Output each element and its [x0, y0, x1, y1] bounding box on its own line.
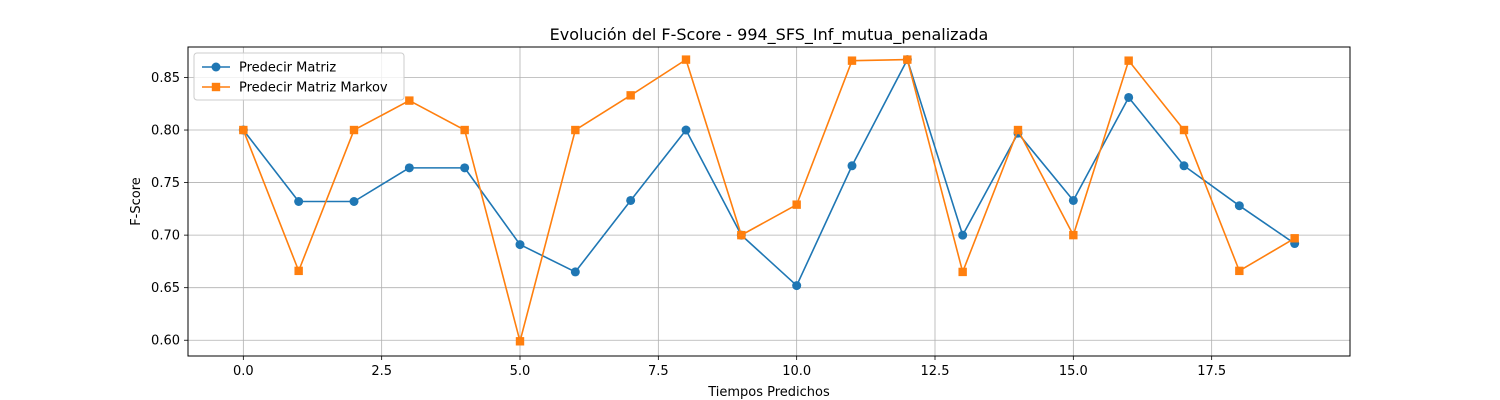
chart-title: Evolución del F-Score - 994_SFS_Inf_mutu… — [550, 25, 989, 45]
series-group — [238, 55, 1300, 346]
x-tick-label: 7.5 — [648, 364, 669, 379]
data-point — [958, 230, 968, 240]
data-point — [570, 267, 580, 277]
data-point — [515, 240, 525, 250]
data-point — [792, 281, 802, 291]
data-point — [349, 197, 359, 206]
series-line — [242, 58, 1296, 287]
data-point — [239, 125, 248, 135]
series-line — [242, 58, 1296, 343]
data-point — [681, 125, 691, 135]
data-point — [1013, 125, 1023, 135]
x-tick-label: 0.0 — [233, 364, 254, 379]
legend-label: Predecir Matriz Markov — [239, 81, 388, 96]
data-point — [1179, 161, 1189, 171]
legend: Predecir Matriz Predecir Matriz Markov — [193, 52, 405, 101]
data-point — [405, 96, 414, 105]
data-point — [903, 55, 912, 64]
data-point — [847, 56, 857, 65]
x-tick-label: 2.5 — [371, 364, 392, 379]
data-point — [460, 125, 469, 135]
x-tick-label: 12.5 — [921, 364, 950, 379]
data-point — [1124, 56, 1133, 65]
x-tick-label: 10.0 — [782, 364, 811, 379]
y-tick-label: 0.70 — [151, 229, 180, 244]
y-tick-label: 0.85 — [151, 71, 180, 86]
data-point — [1235, 266, 1244, 276]
legend-label: Predecir Matriz — [239, 61, 336, 76]
legend-item: Predecir Matriz Markov — [202, 81, 388, 96]
plot-area-frame — [187, 46, 1351, 357]
x-tick-label: 5.0 — [510, 364, 531, 379]
data-point — [460, 163, 470, 173]
data-point — [1290, 234, 1299, 243]
data-point — [958, 267, 967, 277]
y-axis-label: F-Score — [129, 177, 144, 226]
data-point — [349, 125, 359, 135]
series-predecir-matriz-markov — [239, 55, 1299, 346]
data-point — [626, 91, 635, 100]
data-point — [1234, 201, 1244, 211]
data-point — [847, 161, 857, 171]
data-point — [626, 195, 636, 205]
data-point — [1068, 195, 1078, 205]
data-point — [294, 197, 304, 206]
y-tick-label: 0.60 — [151, 334, 180, 349]
data-point — [1124, 92, 1134, 102]
legend-box — [193, 52, 405, 101]
x-axis-label: Tiempos Predichos — [707, 385, 830, 400]
data-point — [1179, 125, 1189, 135]
y-tick-label: 0.65 — [151, 281, 180, 296]
data-point — [515, 337, 525, 346]
y-tick-label: 0.75 — [151, 176, 180, 191]
data-point — [294, 266, 303, 276]
x-tick-label: 17.5 — [1197, 364, 1226, 379]
data-point — [681, 55, 691, 64]
data-point — [737, 230, 746, 240]
data-point — [792, 200, 801, 209]
x-tick-label: 15.0 — [1059, 364, 1088, 379]
data-point — [404, 163, 414, 173]
axis-ticks: 0.0 2.5 5.0 7.5 10.0 12.5 15.0 17.5 0.60 0.65 0.70… — [151, 71, 1226, 379]
legend-marker — [211, 82, 221, 92]
y-tick-label: 0.80 — [151, 124, 180, 139]
grid — [188, 47, 1350, 356]
data-point — [1069, 230, 1078, 240]
data-point — [571, 125, 580, 135]
legend-item: Predecir Matriz — [202, 61, 336, 76]
legend-marker — [211, 62, 221, 72]
